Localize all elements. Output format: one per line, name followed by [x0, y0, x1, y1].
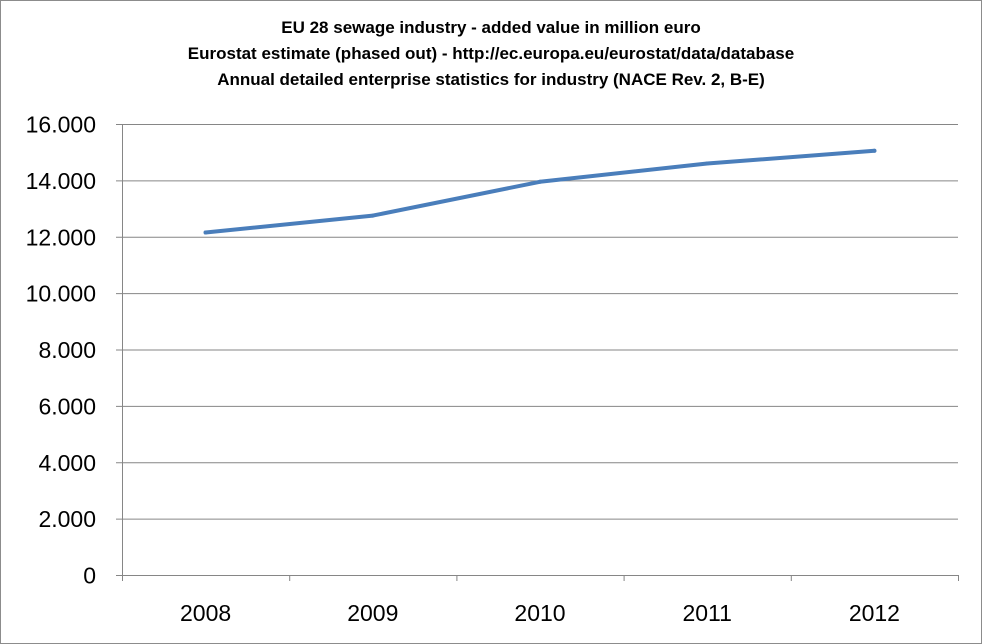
x-tick-label: 2010: [514, 600, 565, 626]
y-tick-label: 4.000: [38, 450, 96, 476]
y-tick-label: 16.000: [26, 112, 96, 138]
x-tick-label: 2009: [347, 600, 398, 626]
chart-title-line-3: Annual detailed enterprise statistics fo…: [217, 70, 765, 89]
data-point-2012: [872, 148, 877, 153]
data-point-2010: [538, 179, 542, 184]
x-tick-label: 2008: [180, 600, 231, 626]
series-line: [203, 148, 877, 235]
y-tick-label: 10.000: [26, 281, 96, 307]
y-tick-label: 2.000: [38, 506, 96, 532]
x-tick-label: 2011: [682, 600, 731, 626]
x-tick-label: 2012: [849, 600, 900, 626]
chart-title-line-1: EU 28 sewage industry - added value in m…: [281, 18, 701, 37]
y-tick-label: 0: [83, 563, 96, 589]
y-tick-label: 12.000: [26, 224, 96, 250]
data-point-2011: [705, 161, 710, 166]
data-point-2008: [203, 230, 208, 235]
y-tick-label: 14.000: [26, 168, 96, 194]
y-tick-label: 6.000: [38, 393, 96, 419]
chart-title-line-2: Eurostat estimate (phased out) - http://…: [187, 44, 795, 63]
data-point-2009: [370, 213, 375, 218]
y-tick-label: 8.000: [38, 337, 96, 363]
